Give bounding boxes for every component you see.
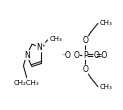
Text: CH₃: CH₃: [100, 84, 113, 90]
Text: =O: =O: [95, 50, 107, 60]
Text: CH₃: CH₃: [100, 20, 113, 26]
Text: ⁻O: ⁻O: [61, 50, 71, 60]
Text: O: O: [82, 65, 88, 74]
Text: O: O: [94, 50, 100, 60]
Text: N: N: [24, 50, 30, 60]
Text: P: P: [83, 50, 87, 60]
Text: O: O: [74, 50, 79, 60]
Text: CH₃: CH₃: [50, 36, 63, 42]
Text: CH₂CH₃: CH₂CH₃: [14, 80, 39, 86]
Text: O: O: [82, 36, 88, 45]
Text: N⁺: N⁺: [36, 43, 46, 52]
